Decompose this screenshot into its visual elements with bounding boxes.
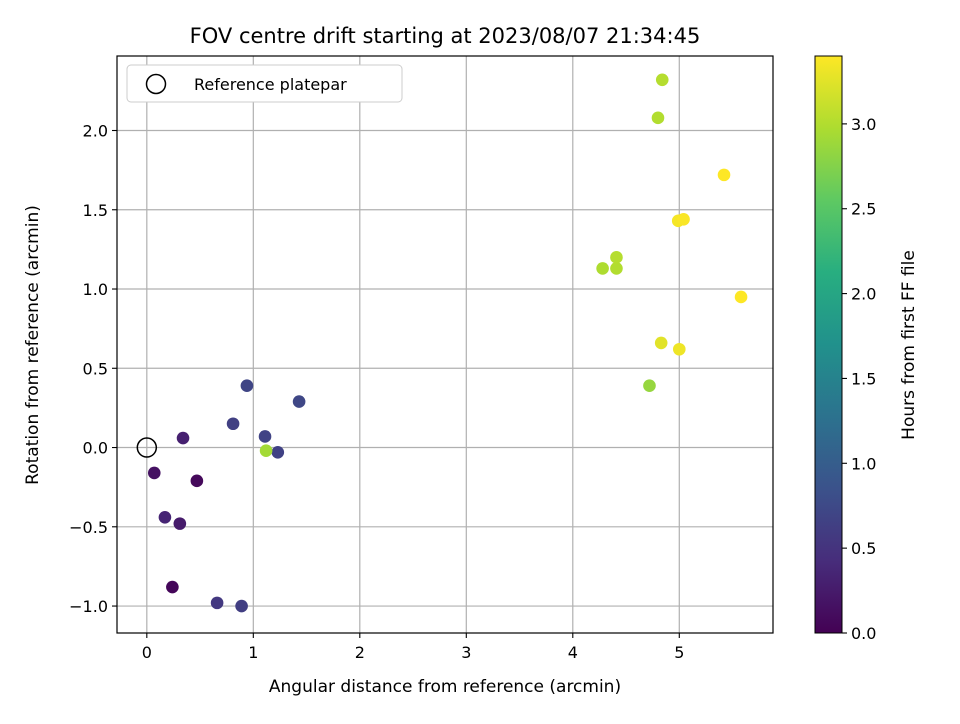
x-tick-label: 1	[248, 643, 258, 662]
x-axis-label: Angular distance from reference (arcmin)	[269, 677, 621, 697]
colorbar-tick-label: 1.0	[851, 454, 876, 473]
colorbar-frame	[814, 55, 843, 634]
scatter-point	[596, 262, 609, 275]
y-tick-label: 2.0	[83, 122, 108, 141]
y-tick-label: 1.5	[83, 201, 108, 220]
x-tick-label: 4	[568, 643, 578, 662]
colorbar-label: Hours from first FF file	[899, 250, 919, 440]
scatter-point	[190, 474, 204, 488]
colorbar-tick-label: 3.0	[851, 115, 876, 134]
y-tick-label: −0.5	[69, 518, 108, 537]
scatter-point	[226, 417, 240, 431]
scatter-point	[147, 466, 161, 480]
scatter-point	[643, 379, 656, 393]
scatter-point	[655, 73, 669, 87]
legend-entry-label: Reference platepar	[194, 75, 347, 94]
chart-title: FOV centre drift starting at 2023/08/07 …	[190, 24, 701, 48]
scatter-point	[734, 290, 748, 304]
scatter-point	[651, 111, 665, 125]
reference-platepar-marker	[136, 437, 158, 458]
scatter-points	[147, 73, 748, 613]
x-tick-label: 2	[355, 643, 365, 662]
scatter-point	[654, 336, 668, 350]
scatter-point	[176, 431, 190, 445]
scatter-point	[259, 444, 273, 458]
colorbar-tick-label: 2.0	[851, 285, 876, 304]
y-axis-label: Rotation from reference (arcmin)	[23, 205, 43, 485]
x-axis-ticks: 0 1 2 3 4 5	[142, 633, 684, 662]
scatter-point	[292, 395, 306, 408]
scatter-point	[158, 510, 172, 524]
y-tick-label: 1.0	[83, 280, 108, 299]
colorbar-tick-label: 0.0	[851, 624, 876, 643]
x-tick-label: 0	[142, 643, 152, 662]
scatter-point	[672, 342, 686, 356]
colorbar-ticks: 0.0 0.5 1.0 1.5 2.0 2.5 3.0	[842, 115, 876, 643]
scatter-point	[610, 251, 623, 264]
scatter-point	[240, 379, 254, 393]
colorbar-tick-label: 0.5	[851, 539, 876, 558]
scatter-point	[610, 262, 623, 275]
colorbar-tick-label: 1.5	[851, 369, 876, 388]
y-axis-ticks: −1.0 −0.5 0.0 0.5 1.0 1.5 2.0	[69, 122, 117, 616]
scatter-point	[210, 596, 224, 610]
scatter-point	[173, 517, 187, 530]
colorbar: 0.0 0.5 1.0 1.5 2.0 2.5 3.0 Hours from first F…	[814, 55, 919, 643]
y-tick-label: 0.5	[83, 359, 108, 378]
legend-reference-marker	[145, 73, 167, 95]
legend: Reference platepar	[126, 64, 403, 103]
scatter-point	[271, 445, 285, 459]
colorbar-tick-label: 2.5	[851, 200, 876, 219]
scatter-point	[258, 430, 272, 443]
plot-area-frame	[116, 55, 774, 634]
scatter-point	[677, 212, 690, 226]
colorbar-gradient	[815, 56, 842, 633]
x-tick-label: 3	[461, 643, 471, 662]
scatter-point	[717, 168, 731, 182]
y-tick-label: 0.0	[83, 439, 108, 458]
y-tick-label: −1.0	[69, 597, 108, 616]
legend-box	[126, 64, 403, 103]
scatter-point	[166, 580, 179, 594]
grid-lines	[117, 56, 773, 633]
x-tick-label: 5	[674, 643, 684, 662]
scatter-point	[235, 599, 248, 613]
reference-marker-layer	[136, 437, 158, 458]
